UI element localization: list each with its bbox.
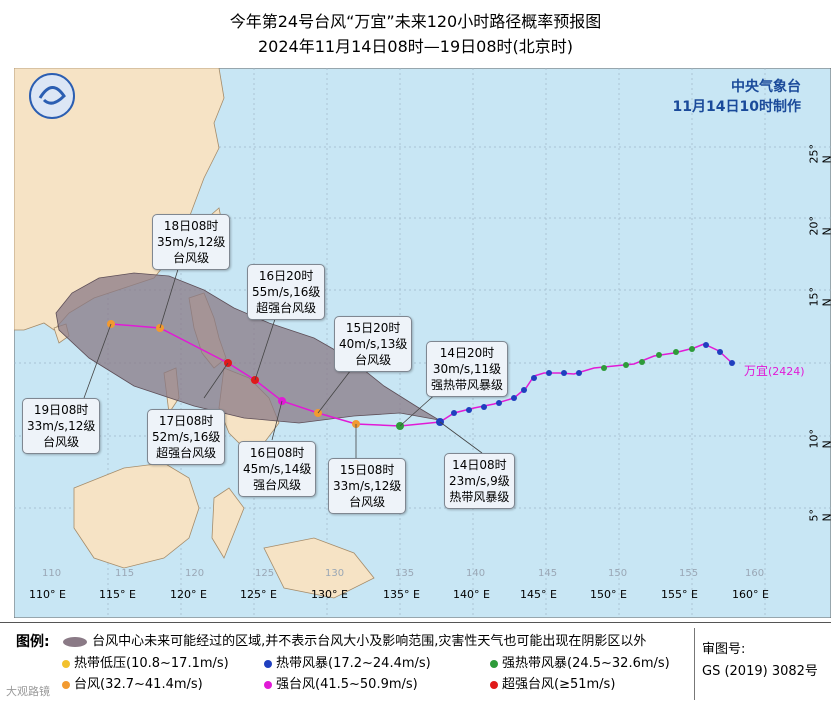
point-19-08 <box>107 320 115 328</box>
legend-cone: 台风中心未来可能经过的区域,并不表示台风大小及影响范围,灾害性天气也可能出现在阴… <box>62 630 646 649</box>
agency-name: 中央气象台 <box>731 76 801 96</box>
legend-item-sty: 强台风(41.5~50.9m/s) <box>264 673 418 692</box>
lon-label: 135° E <box>383 588 420 601</box>
lon-label: 150° E <box>590 588 627 601</box>
grid-mark: 160 <box>745 568 764 579</box>
cma-logo-icon <box>30 74 74 118</box>
cone-swatch-icon <box>62 636 88 648</box>
review-title: 审图号: <box>702 638 745 657</box>
lon-label: 120° E <box>170 588 207 601</box>
watermark: 大观路镜 <box>6 683 50 699</box>
lon-label: 145° E <box>520 588 557 601</box>
legend-item-sts: 强热带风暴(24.5~32.6m/s) <box>490 652 670 671</box>
legend-item-td: 热带低压(10.8~17.1m/s) <box>62 652 229 671</box>
lon-label: 140° E <box>453 588 490 601</box>
lat-label: 15° N <box>808 286 831 307</box>
legend-heading: 图例: <box>16 631 50 651</box>
td-dot-icon <box>62 660 70 668</box>
lat-label: 25° N <box>808 143 831 164</box>
lat-label: 5° N <box>808 501 831 522</box>
lon-label: 115° E <box>99 588 136 601</box>
grid-mark: 155 <box>679 568 698 579</box>
map-title: 今年第24号台风“万宜”未来120小时路径概率预报图 <box>0 8 831 32</box>
legend-item-superty: 超强台风(≥51m/s) <box>490 673 615 692</box>
grid-mark: 125 <box>255 568 274 579</box>
sty-dot-icon <box>264 681 272 689</box>
grid-mark: 145 <box>538 568 557 579</box>
lon-label: 130° E <box>311 588 348 601</box>
legend-divider <box>694 628 695 700</box>
lon-label: 110° E <box>29 588 66 601</box>
lon-label: 155° E <box>661 588 698 601</box>
superty-dot-icon <box>490 681 498 689</box>
grid-mark: 140 <box>466 568 485 579</box>
grid-mark: 130 <box>325 568 344 579</box>
lat-label: 20° N <box>808 215 831 236</box>
grid-mark: 135 <box>395 568 414 579</box>
lat-label: 10° N <box>808 428 831 449</box>
legend-item-ty: 台风(32.7~41.4m/s) <box>62 673 203 692</box>
lon-label: 125° E <box>240 588 277 601</box>
ty-dot-icon <box>62 681 70 689</box>
review-number: GS (2019) 3082号 <box>702 660 818 679</box>
map-canvas <box>14 68 831 618</box>
grid-mark: 120 <box>185 568 204 579</box>
lon-label: 160° E <box>732 588 769 601</box>
legend-item-ts: 热带风暴(17.2~24.4m/s) <box>264 652 431 671</box>
grid-mark: 115 <box>115 568 134 579</box>
issue-time: 11月14日10时制作 <box>673 96 801 116</box>
typhoon-name-label: 万宜(2424) <box>744 362 805 379</box>
sts-dot-icon <box>490 660 498 668</box>
ts-dot-icon <box>264 660 272 668</box>
grid-mark: 150 <box>608 568 627 579</box>
map-subtitle: 2024年11月14日08时—19日08时(北京时) <box>0 33 831 57</box>
grid-mark: 110 <box>42 568 61 579</box>
